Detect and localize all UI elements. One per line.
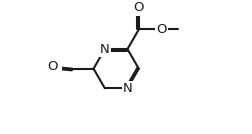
Text: N: N bbox=[100, 43, 109, 56]
Text: O: O bbox=[133, 1, 143, 14]
Text: O: O bbox=[47, 60, 58, 73]
Text: O: O bbox=[155, 23, 166, 36]
Text: N: N bbox=[122, 82, 132, 95]
